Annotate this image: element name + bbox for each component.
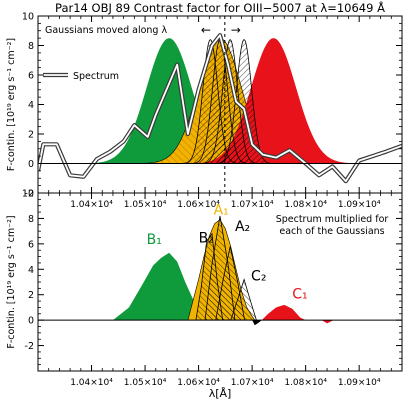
top-panel: Gaussians moved along λ ← → Spectrum -2 0 2 4 6… [6, 12, 403, 210]
product-B1 [112, 252, 215, 321]
y-tick-label: 10 [22, 12, 34, 23]
y-axis-label: F-contin. [10¹⁹ erg s⁻¹ cm⁻²] [6, 38, 17, 171]
direction-arrows: ← → [201, 23, 249, 37]
x-tick-label: 1.09×10⁴ [338, 378, 381, 388]
gaussian-C [179, 38, 368, 164]
curve-label: A₁ [214, 203, 229, 219]
curve-label: C₁ [292, 287, 307, 303]
y-tick-label: 2 [28, 130, 34, 141]
x-tick-label: 1.06×10⁴ [177, 200, 220, 210]
x-tick-label: 1.07×10⁴ [231, 200, 274, 210]
x-axis-label: λ[Å] [209, 387, 232, 400]
gaussian-hatched-h4 [212, 39, 276, 164]
curve-label: B₂ [199, 231, 214, 247]
spectrum-line [38, 34, 402, 183]
plot-area [112, 215, 334, 326]
dip-0 [252, 320, 262, 326]
annotation-line-1: each of the Gaussians [279, 226, 384, 237]
x-tick-label: 1.08×10⁴ [284, 378, 327, 388]
product-C1 [261, 304, 306, 321]
y-tick-label: 4 [28, 265, 34, 276]
y-tick-label: 0 [28, 159, 34, 170]
y-tick-label: 2 [28, 290, 34, 301]
y-tick-label: 8 [28, 41, 34, 52]
x-tick-label: 1.08×10⁴ [284, 200, 327, 210]
gaussian-B [74, 38, 264, 164]
curve-label: C₂ [251, 269, 266, 285]
y-tick-label: -2 [25, 341, 34, 352]
x-tick-label: 1.09×10⁴ [338, 200, 381, 210]
annotation-line-0: Spectrum multiplied for [276, 214, 389, 225]
curve-label: A₂ [235, 219, 250, 235]
y-tick-label: 6 [28, 239, 34, 250]
y-tick-label: -2 [25, 189, 34, 200]
y-tick-label: 6 [28, 71, 34, 82]
annotation-text: Gaussians moved along λ [45, 25, 167, 36]
plot-area [38, 16, 402, 193]
x-tick-label: 1.05×10⁴ [124, 378, 167, 388]
chart-title: Par14 OBJ 89 Contrast factor for OIII−50… [55, 0, 385, 15]
y-tick-label: 4 [28, 100, 34, 111]
y-tick-label: 10 [22, 189, 34, 200]
x-tick-label: 1.04×10⁴ [70, 378, 113, 388]
x-tick-label: 1.04×10⁴ [70, 200, 113, 210]
dip-1 [321, 320, 334, 324]
curve-label: B₁ [147, 232, 162, 248]
y-tick-label: 8 [28, 214, 34, 225]
y-tick-label: 0 [28, 316, 34, 327]
legend-label: Spectrum [73, 71, 119, 82]
x-tick-label: 1.05×10⁴ [124, 200, 167, 210]
y-axis-label: F-contin. [10¹⁹ erg s⁻¹ cm⁻²] [6, 215, 17, 348]
x-tick-label: 1.07×10⁴ [231, 378, 274, 388]
x-tick-label: 1.06×10⁴ [177, 378, 220, 388]
